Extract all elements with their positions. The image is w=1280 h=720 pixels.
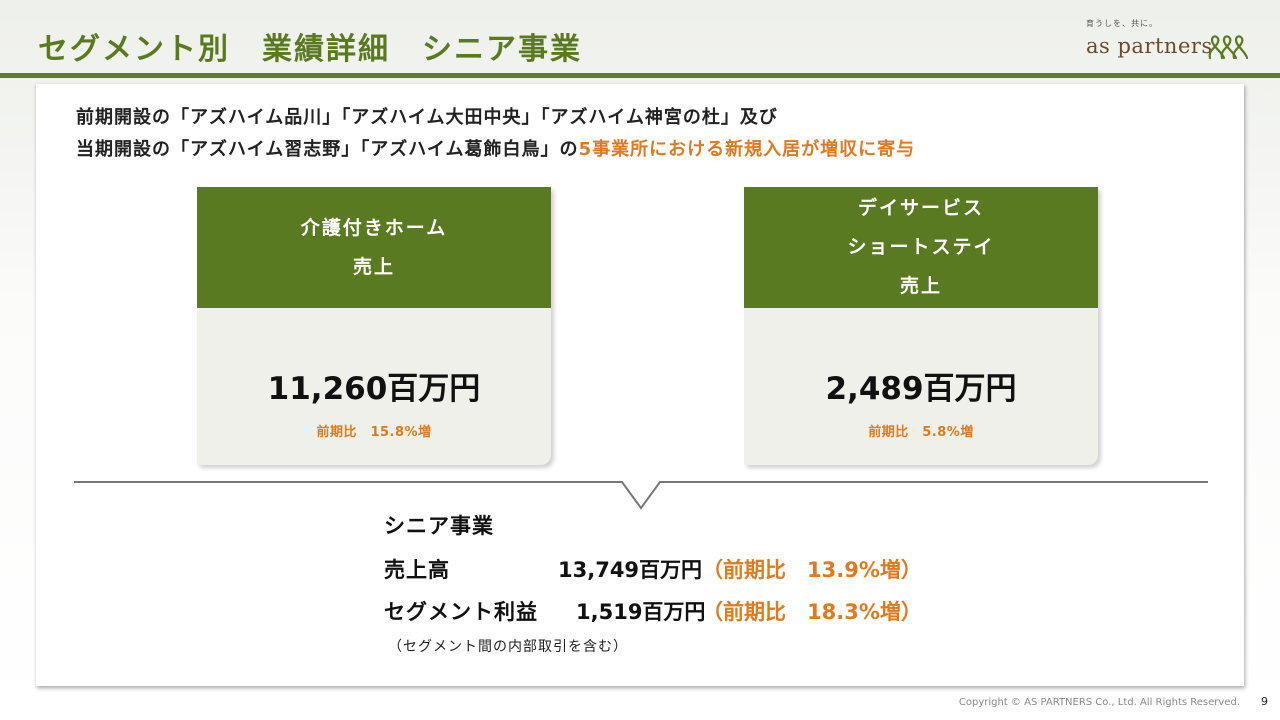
intro-line-1: 前期開設の「アズハイム品川」「アズハイム大田中央」「アズハイム神宮の杜」及び bbox=[76, 107, 778, 128]
summary-label: セグメント利益 bbox=[384, 600, 538, 624]
summary-change: （前期比 18.3%増） bbox=[702, 600, 922, 624]
summary-note: （セグメント間の内部取引を含む） bbox=[388, 639, 628, 655]
logo-tagline: 育うしを、共に。 bbox=[1086, 19, 1158, 28]
card-change: 前期比 5.8%増 bbox=[868, 425, 974, 440]
summary-label: 売上高 bbox=[384, 558, 450, 582]
copyright: Copyright © AS PARTNERS Co., Ltd. All Ri… bbox=[958, 697, 1240, 708]
card-nursing-home-sales: 介護付きホーム 売上 11,260百万円 前期比 15.8%増 bbox=[197, 187, 551, 465]
company-logo: 育うしを、共に。 as partners bbox=[1078, 14, 1248, 64]
summary-value: 13,749百万円 bbox=[558, 558, 703, 582]
card-dayservice-shortstay-sales: デイサービス ショートステイ 売上 2,489百万円 前期比 5.8%増 bbox=[744, 187, 1098, 465]
card-change: 前期比 15.8%増 bbox=[316, 425, 432, 440]
summary-change: （前期比 13.9%増） bbox=[702, 558, 922, 582]
summary-row-sales: 売上高 13,749百万円 （前期比 13.9%増） bbox=[384, 554, 922, 584]
intro-line-2: 当期開設の「アズハイム習志野」「アズハイム葛飾白鳥」の5事業所における新規入居が… bbox=[76, 134, 915, 166]
header: セグメント別 業績詳細 シニア事業 育うしを、共に。 as partners bbox=[0, 0, 1280, 74]
card-heading-line: 介護付きホーム bbox=[300, 216, 448, 239]
card-heading-line: 売上 bbox=[352, 255, 395, 278]
intro-line-2-prefix: 当期開設の「アズハイム習志野」「アズハイム葛飾白鳥」の bbox=[76, 139, 579, 160]
header-divider bbox=[0, 73, 1280, 78]
card-heading: 介護付きホーム 売上 bbox=[197, 187, 551, 308]
card-heading-line: デイサービス bbox=[857, 197, 984, 219]
card-value: 11,260百万円 bbox=[267, 371, 481, 407]
logo-mark-icon bbox=[1208, 35, 1248, 60]
summary-value: 1,519百万円 bbox=[576, 600, 706, 624]
summary-title: シニア事業 bbox=[384, 514, 494, 538]
card-heading-line: ショートステイ bbox=[847, 236, 995, 258]
intro-line-2-highlight: 5事業所における新規入居が増収に寄与 bbox=[578, 139, 916, 160]
page-title: セグメント別 業績詳細 シニア事業 bbox=[38, 32, 582, 67]
segment-summary: シニア事業 売上高 13,749百万円 （前期比 13.9%増） セグメント利益… bbox=[384, 506, 1084, 666]
intro-text: 前期開設の「アズハイム品川」「アズハイム大田中央」「アズハイム神宮の杜」及び 当… bbox=[76, 102, 915, 166]
summary-row-segment-profit: セグメント利益 1,519百万円 （前期比 18.3%増） bbox=[384, 596, 922, 626]
connector-line bbox=[74, 481, 1208, 510]
card-heading-line: 売上 bbox=[899, 275, 942, 297]
page-number: 9 bbox=[1261, 695, 1268, 708]
card-heading: デイサービス ショートステイ 売上 bbox=[744, 187, 1098, 308]
logo-wordmark: as partners bbox=[1086, 34, 1213, 58]
card-value: 2,489百万円 bbox=[825, 371, 1017, 407]
